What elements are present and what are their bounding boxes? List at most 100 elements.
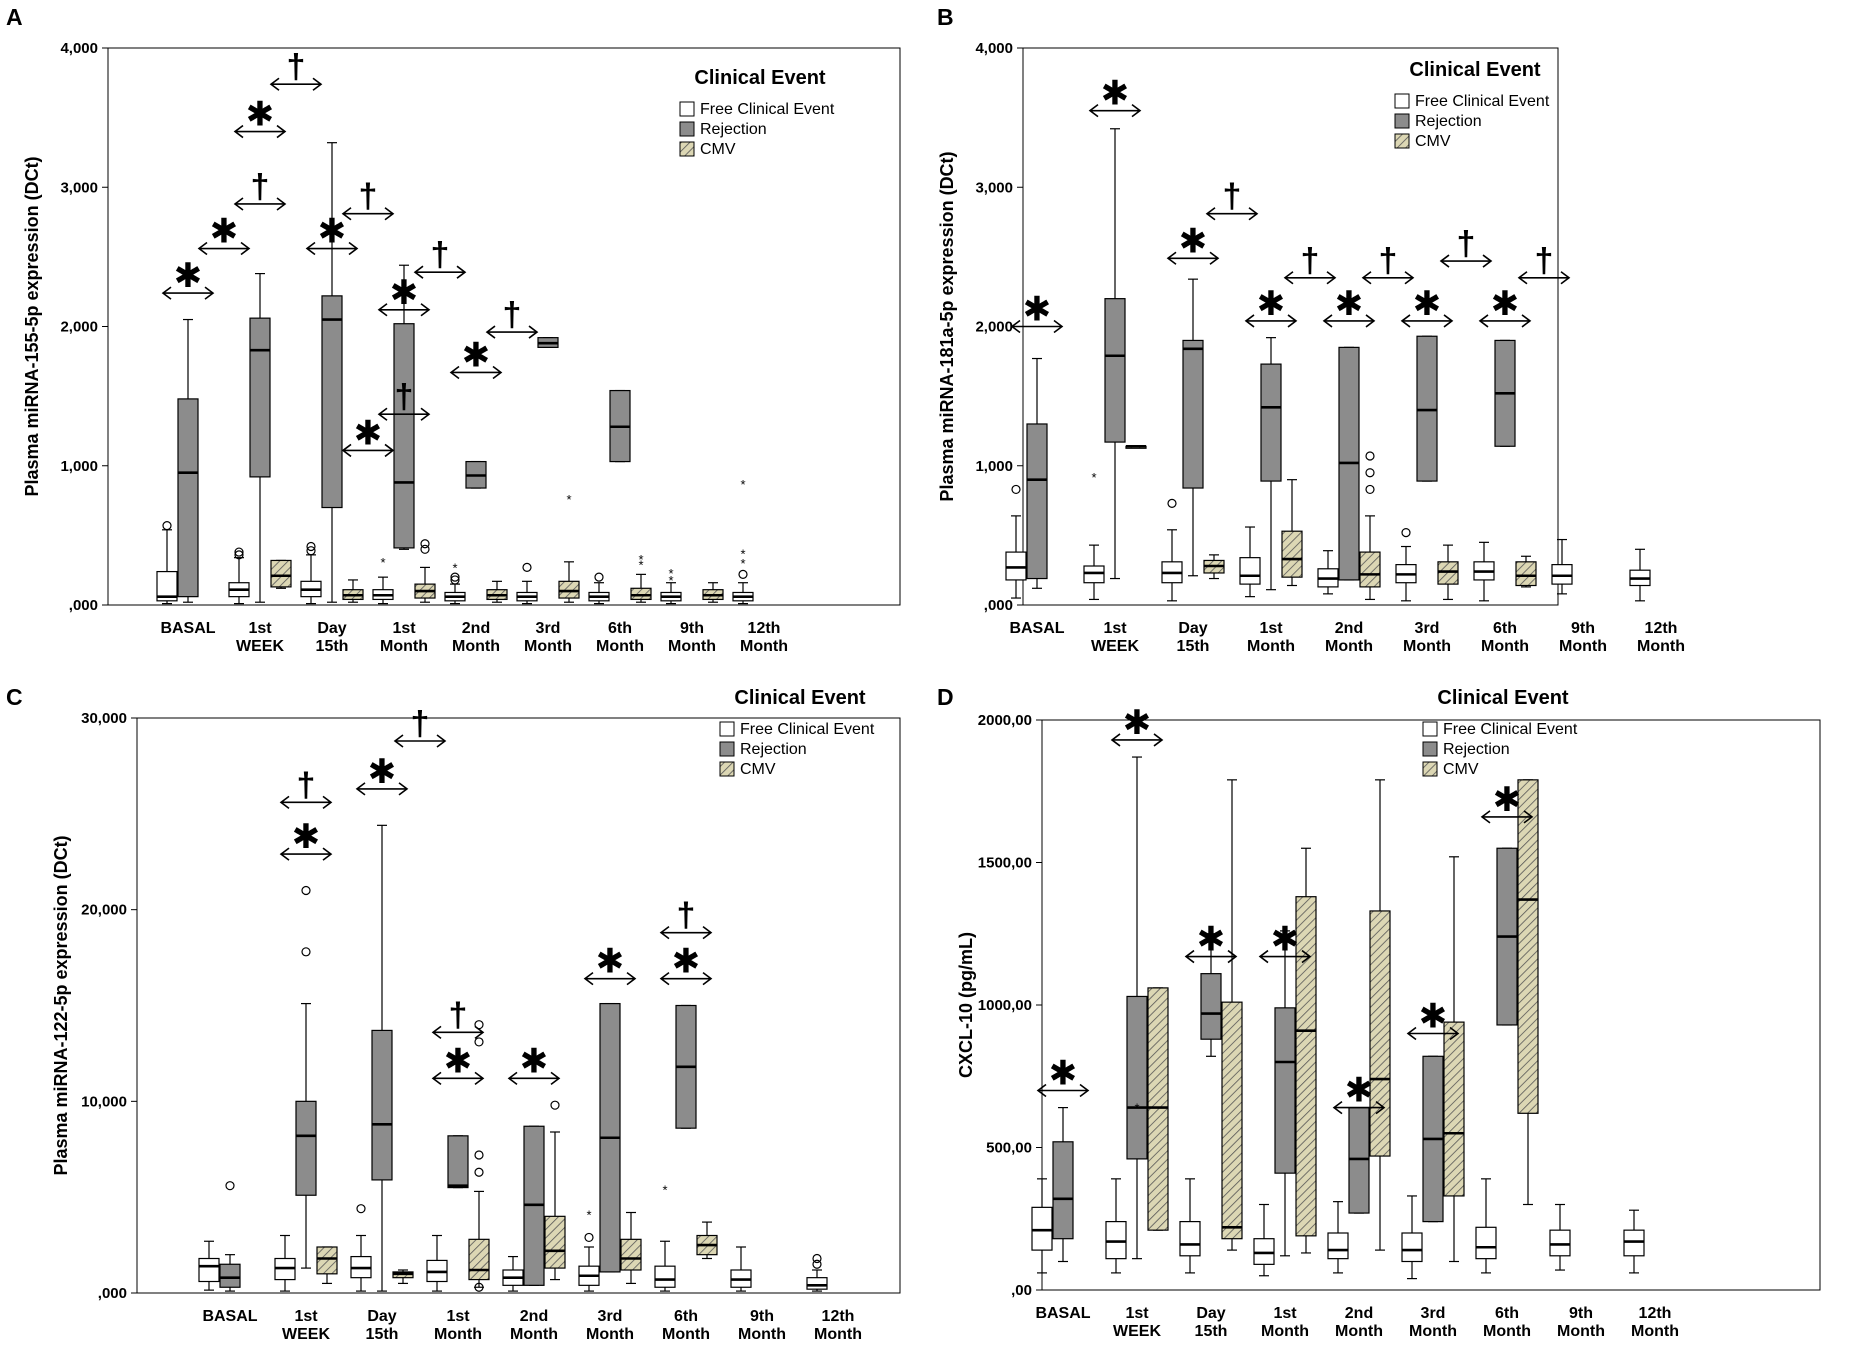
box-rejection bbox=[371, 824, 393, 1292]
significance-marker: ✱ bbox=[1184, 921, 1238, 964]
y-axis-title: Plasma miRNA-122-5p expression (DCt) bbox=[51, 835, 71, 1175]
box-rejection bbox=[249, 272, 271, 603]
box-free-clinical-event bbox=[1549, 1203, 1571, 1271]
box-free-clinical-event bbox=[350, 1204, 372, 1292]
significance-symbol: ✱ bbox=[1197, 921, 1226, 959]
arrow-head-right bbox=[240, 241, 251, 256]
significance-symbol: † bbox=[1301, 242, 1320, 280]
outlier-star: * bbox=[380, 555, 385, 570]
arrow-head-right bbox=[626, 972, 637, 986]
significance-marker: † bbox=[269, 48, 323, 91]
x-category-label: Month bbox=[510, 1326, 558, 1343]
legend-swatch bbox=[719, 741, 735, 757]
box-free-clinical-event: * bbox=[578, 1207, 600, 1292]
x-category-label: BASAL bbox=[160, 620, 215, 637]
box-cmv bbox=[1359, 451, 1381, 601]
significance-symbol: ✱ bbox=[390, 274, 419, 312]
box-rejection bbox=[675, 1004, 697, 1129]
y-tick-label: 1,000 bbox=[975, 458, 1013, 475]
significance-marker: ✱ bbox=[1322, 285, 1376, 328]
arrow-head-right bbox=[1248, 207, 1259, 221]
y-tick-label: ,000 bbox=[984, 597, 1013, 614]
arrow-head-right bbox=[384, 443, 395, 458]
y-tick-label: 2,000 bbox=[975, 319, 1013, 336]
arrow-head-left bbox=[1322, 314, 1333, 328]
box-cmv bbox=[468, 1020, 490, 1292]
box-rejection bbox=[1182, 278, 1204, 577]
box-rejection bbox=[465, 460, 487, 489]
arrow-head-left bbox=[305, 241, 316, 256]
arrow-head-right bbox=[322, 795, 333, 809]
outlier-circle bbox=[234, 550, 244, 560]
arrow-head-left bbox=[161, 286, 172, 300]
significance-symbol: † bbox=[431, 236, 450, 274]
box-body bbox=[321, 295, 343, 509]
panel-a: A ,000 1,000 2,000 3,000 4,000 Plasma miRNA-1… bbox=[0, 0, 925, 680]
arrow-head-right bbox=[456, 265, 467, 279]
significance-symbol: ✱ bbox=[1335, 285, 1364, 323]
significance-symbol: † bbox=[251, 168, 270, 206]
significance-marker: † bbox=[1439, 225, 1493, 268]
significance-symbol: ✱ bbox=[1413, 285, 1442, 323]
arrow-head-right bbox=[1404, 271, 1415, 285]
significance-marker: † bbox=[393, 705, 447, 748]
significance-marker: ✱ bbox=[1480, 781, 1534, 824]
arrow-head-left bbox=[393, 734, 404, 748]
panel-a-letter: A bbox=[6, 4, 23, 30]
arrow-head-right bbox=[550, 1071, 561, 1085]
legend-swatch bbox=[1394, 113, 1410, 129]
arrow-head-right bbox=[348, 241, 359, 256]
box-free-clinical-event bbox=[1105, 1178, 1127, 1274]
legend-title: Clinical Event bbox=[1409, 59, 1540, 81]
arrow-head-right bbox=[276, 197, 287, 211]
significance-symbol: † bbox=[297, 766, 316, 804]
box-free-clinical-event bbox=[274, 1234, 296, 1292]
legend-swatch bbox=[1394, 133, 1410, 149]
legend: Clinical Event Free Clinical Event Rejecti… bbox=[719, 687, 875, 778]
x-category-label: WEEK bbox=[1113, 1323, 1161, 1340]
y-axis-title: CXCL-10 (pg/mL) bbox=[956, 932, 976, 1078]
outlier-circle bbox=[420, 539, 430, 549]
significance-symbol: † bbox=[1535, 242, 1554, 280]
x-category-label: 6th bbox=[1493, 620, 1517, 637]
panel-c-letter: C bbox=[6, 684, 23, 710]
box-body bbox=[249, 317, 271, 478]
significance-marker: ✱ bbox=[305, 213, 359, 256]
box-body bbox=[1475, 1226, 1497, 1260]
outlier-circle bbox=[1167, 498, 1177, 508]
significance-symbol: † bbox=[1457, 225, 1476, 263]
legend-swatch bbox=[1422, 741, 1438, 757]
significance-marker: ✱ bbox=[449, 336, 503, 380]
box-body bbox=[1517, 779, 1539, 1114]
significance-symbol: ✱ bbox=[462, 336, 491, 374]
significance-marker: ✱ bbox=[1036, 1055, 1090, 1098]
significance-symbol: ✱ bbox=[1101, 75, 1130, 113]
x-category-label: Month bbox=[586, 1326, 634, 1343]
box-body bbox=[1551, 564, 1573, 585]
x-category-label: Month bbox=[1637, 638, 1685, 655]
box-free-clinical-event: * bbox=[444, 560, 466, 605]
box-body bbox=[558, 580, 580, 599]
arrow-head-left bbox=[1517, 271, 1528, 285]
significance-symbol: ✱ bbox=[1493, 781, 1522, 819]
box-rejection bbox=[177, 318, 199, 603]
arrow-head-left bbox=[1439, 254, 1450, 268]
arrow-head-left bbox=[1400, 314, 1411, 328]
significance-marker: † bbox=[233, 168, 287, 211]
significance-symbol: † bbox=[503, 296, 522, 334]
significance-symbol: ✱ bbox=[1023, 291, 1052, 329]
arrow-head-right bbox=[322, 847, 333, 861]
box-cmv bbox=[1221, 779, 1243, 1251]
arrow-head-left bbox=[659, 972, 670, 986]
x-category-label: BASAL bbox=[202, 1308, 257, 1325]
significance-symbol: † bbox=[359, 178, 378, 216]
box-rejection bbox=[1200, 933, 1222, 1057]
significance-marker: ✱ bbox=[1110, 704, 1164, 747]
arrow-head-right bbox=[436, 734, 447, 748]
x-category-label: Day bbox=[367, 1308, 396, 1325]
y-tick-label: 20,000 bbox=[81, 902, 127, 919]
outlier-circle bbox=[301, 947, 311, 957]
box-body bbox=[1274, 1007, 1296, 1174]
arrow-head-left bbox=[233, 197, 244, 211]
box-free-clinical-event bbox=[1253, 1203, 1275, 1277]
